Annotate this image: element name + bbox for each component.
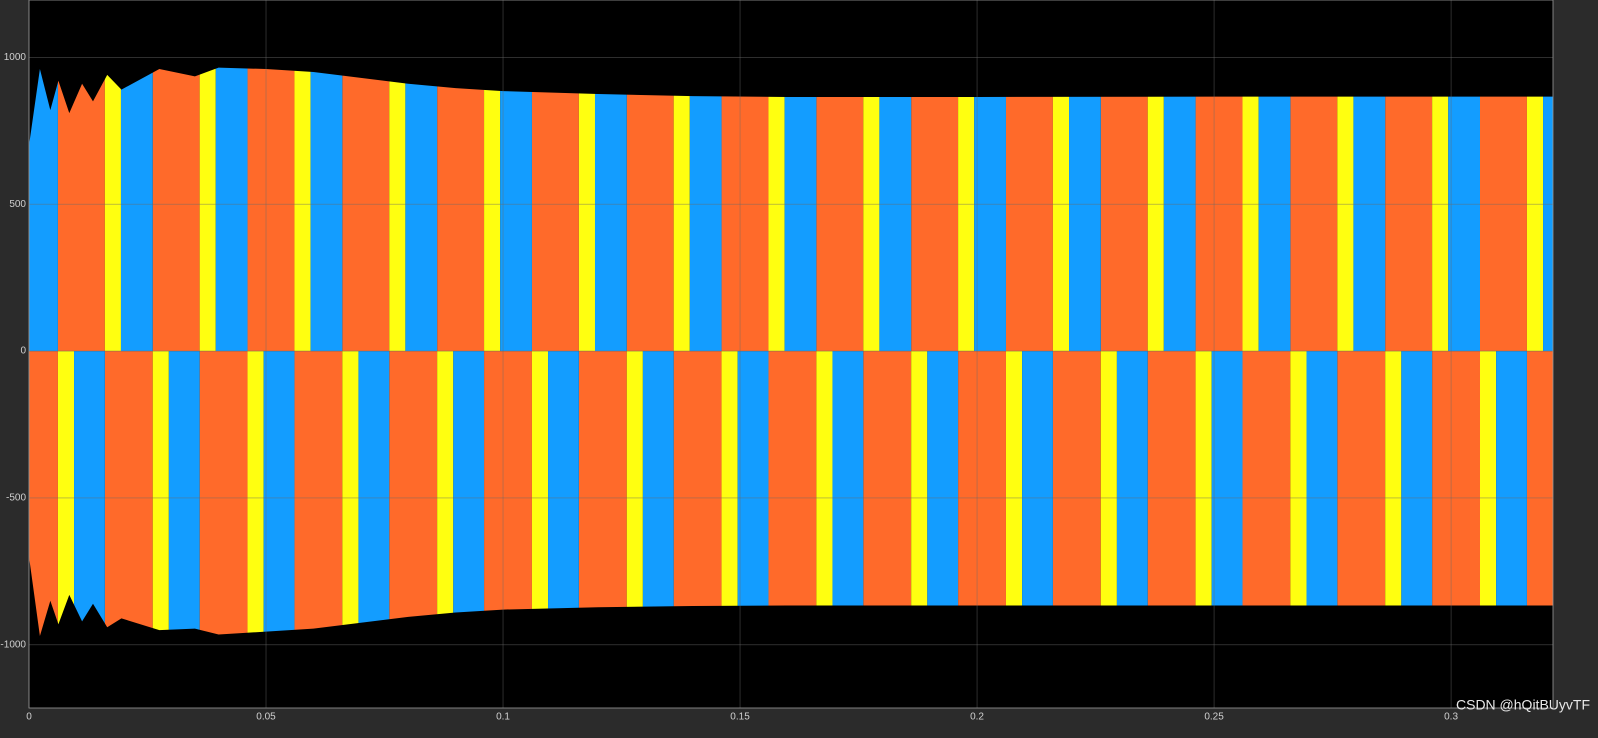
envelope-upper — [29, 0, 1553, 146]
axes: -1000 -500 0 500 1000 0 0.05 0.1 0.15 0.2 0.25 0.3 — [0, 0, 1554, 723]
y-tick-label: -500 — [6, 493, 26, 504]
x-tick-label: 0.05 — [256, 712, 276, 723]
y-tick-label: 500 — [9, 199, 26, 210]
band — [389, 0, 406, 352]
y-tick-label: 0 — [20, 346, 26, 357]
x-tick-label: 0.25 — [1204, 712, 1224, 723]
band — [342, 351, 359, 708]
band — [104, 0, 121, 352]
x-tick-label: 0 — [26, 712, 32, 723]
band — [1543, 0, 1553, 352]
band — [152, 351, 169, 708]
plot-frame — [28, 0, 1554, 709]
y-tick-label: -1000 — [0, 639, 26, 650]
y-tick-label: 1000 — [4, 52, 27, 63]
band — [294, 0, 311, 352]
x-tick-label: 0.15 — [730, 712, 750, 723]
x-tick-label: 0.1 — [496, 712, 510, 723]
x-tick-label: 0.2 — [970, 712, 984, 723]
x-tick-label: 0.3 — [1444, 712, 1458, 723]
band — [199, 0, 216, 352]
envelope-lower — [29, 556, 1553, 708]
plot — [29, 0, 1553, 708]
band — [247, 351, 264, 708]
watermark: CSDN @hQitBUyvTF — [1456, 697, 1590, 713]
